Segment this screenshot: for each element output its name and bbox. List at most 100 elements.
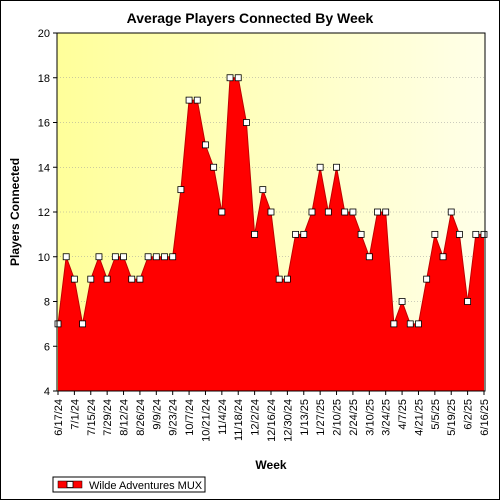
legend: Wilde Adventures MUX — [52, 476, 206, 493]
data-point — [333, 163, 340, 171]
data-point — [193, 96, 201, 104]
data-point — [308, 208, 316, 216]
y-tick-label: 12 — [38, 207, 50, 219]
x-tick-label: 4/21/25 — [413, 399, 425, 436]
x-tick-label: 11/18/24 — [233, 399, 245, 441]
y-tick-label: 18 — [38, 73, 50, 85]
data-point — [128, 275, 136, 283]
data-point — [54, 320, 62, 328]
data-point — [324, 208, 332, 216]
data-point — [480, 230, 488, 238]
x-tick-label: 12/2/24 — [250, 399, 262, 436]
data-point — [398, 298, 406, 305]
data-point — [251, 230, 259, 238]
data-point — [349, 208, 357, 216]
x-tick-label: 10/7/24 — [184, 399, 196, 436]
data-point — [70, 275, 78, 283]
legend-marker — [66, 481, 74, 488]
data-point — [292, 230, 299, 238]
y-axis-ticks: 4 6 8 10 12 14 16 18 20 — [38, 28, 57, 398]
data-point — [144, 253, 152, 261]
data-point — [374, 208, 381, 216]
x-tick-label: 6/17/24 — [53, 399, 65, 436]
x-tick-label: 12/30/24 — [282, 399, 294, 442]
data-point — [210, 163, 218, 171]
legend-box — [52, 476, 206, 493]
x-tick-label: 9/23/24 — [168, 399, 180, 436]
series-markers — [54, 74, 488, 328]
data-point — [218, 208, 226, 216]
x-tick-label: 7/1/24 — [69, 399, 81, 430]
x-tick-label: 6/2/25 — [463, 399, 475, 430]
x-tick-label: 5/19/25 — [446, 399, 458, 436]
y-tick-label: 4 — [44, 386, 50, 398]
x-tick-label: 8/26/24 — [135, 399, 147, 436]
data-point — [267, 208, 275, 216]
data-point — [79, 320, 86, 328]
data-point — [464, 298, 472, 305]
y-tick-label: 20 — [38, 28, 50, 40]
y-tick-label: 16 — [38, 118, 50, 130]
x-tick-label: 6/16/25 — [479, 399, 491, 436]
data-point — [423, 275, 431, 283]
x-tick-label: 12/16/24 — [266, 399, 278, 442]
x-tick-label: 2/24/25 — [348, 399, 360, 436]
x-tick-label: 8/12/24 — [119, 399, 131, 436]
data-point — [447, 208, 455, 216]
series-area-fill — [58, 77, 484, 391]
data-point — [456, 230, 463, 238]
y-tick-label: 6 — [44, 341, 50, 353]
x-tick-label: 3/10/25 — [364, 399, 376, 436]
data-point — [169, 253, 177, 261]
data-point — [439, 253, 447, 261]
chart-title: Average Players Connected By Week — [127, 10, 374, 26]
data-point — [202, 141, 209, 149]
data-point — [234, 74, 242, 82]
data-point — [275, 275, 283, 283]
data-point — [95, 253, 103, 261]
x-tick-label: 2/10/25 — [332, 399, 344, 436]
y-tick-label: 14 — [38, 162, 50, 174]
data-point — [226, 74, 234, 82]
x-tick-label: 5/5/25 — [430, 399, 442, 430]
data-point — [152, 253, 160, 261]
x-tick-label: 7/15/24 — [86, 399, 98, 436]
data-point — [185, 96, 193, 104]
x-tick-label: 7/29/24 — [102, 399, 114, 436]
data-point — [111, 253, 119, 261]
data-point — [161, 253, 168, 261]
data-point — [382, 208, 390, 216]
data-point — [406, 320, 414, 328]
x-tick-label: 1/13/25 — [299, 399, 311, 436]
data-point — [259, 186, 267, 194]
legend-label: Wilde Adventures MUX — [89, 480, 203, 492]
x-tick-label: 11/4/24 — [217, 399, 229, 435]
data-point — [431, 230, 439, 238]
x-tick-label: 1/27/25 — [315, 399, 327, 436]
y-axis-label: Players Connected — [8, 158, 22, 266]
data-point — [62, 253, 70, 261]
data-point — [357, 230, 365, 238]
x-tick-label: 3/24/25 — [381, 399, 393, 436]
x-tick-label: 9/9/24 — [151, 399, 163, 430]
x-axis-ticks: 6/17/24 7/1/24 7/15/24 7/29/24 8/12/24 8/26/2… — [53, 391, 491, 442]
data-point — [300, 230, 308, 238]
data-point — [316, 163, 324, 171]
data-point — [243, 119, 250, 126]
data-point — [283, 275, 291, 283]
x-axis-label: Week — [255, 458, 286, 472]
data-point — [87, 275, 95, 283]
data-point — [177, 186, 185, 194]
data-point — [415, 320, 422, 328]
data-point — [103, 275, 111, 283]
y-tick-label: 8 — [44, 297, 50, 309]
y-tick-label: 10 — [38, 252, 50, 264]
data-point — [136, 275, 144, 283]
x-tick-label: 4/7/25 — [397, 399, 409, 430]
data-point — [390, 320, 398, 328]
data-point — [120, 253, 127, 261]
data-point — [365, 253, 373, 261]
x-tick-label: 10/21/24 — [200, 399, 212, 442]
data-point — [472, 230, 480, 238]
